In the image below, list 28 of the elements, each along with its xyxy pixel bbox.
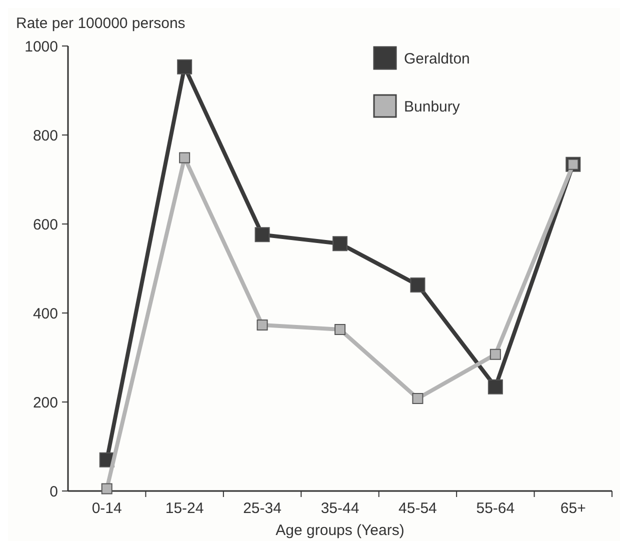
y-tick-label: 400	[32, 305, 58, 322]
point	[256, 320, 268, 331]
point	[334, 324, 346, 335]
point	[412, 392, 424, 404]
point	[490, 348, 501, 360]
x-tick-label: 55-64	[476, 500, 515, 517]
x-tick-label: 25-34	[243, 500, 282, 517]
point	[332, 236, 348, 252]
x-tick-label: 35-44	[320, 500, 360, 517]
legend-label: Bunbury	[404, 98, 460, 116]
x-tick-label: 15-24	[165, 500, 204, 517]
y-tick-label: 1000	[24, 38, 58, 56]
point	[254, 227, 270, 242]
point	[410, 277, 426, 292]
point	[101, 483, 112, 494]
y-tick-label: 600	[32, 216, 58, 234]
x-tick-label: 45-54	[398, 500, 437, 517]
point	[488, 379, 503, 394]
point	[177, 59, 192, 74]
x-tick-label: 0-14	[92, 500, 122, 517]
legend-label: Geraldton	[404, 50, 470, 68]
y-axis-title: Rate per 100000 persons	[16, 15, 186, 32]
y-tick-label: 0	[50, 483, 58, 500]
x-axis-title: Age groups (Years)	[276, 522, 404, 539]
point	[179, 152, 190, 164]
y-tick-label: 800	[32, 127, 58, 144]
x-tick-label: 65+	[560, 500, 586, 517]
y-tick-label: 200	[32, 394, 58, 412]
